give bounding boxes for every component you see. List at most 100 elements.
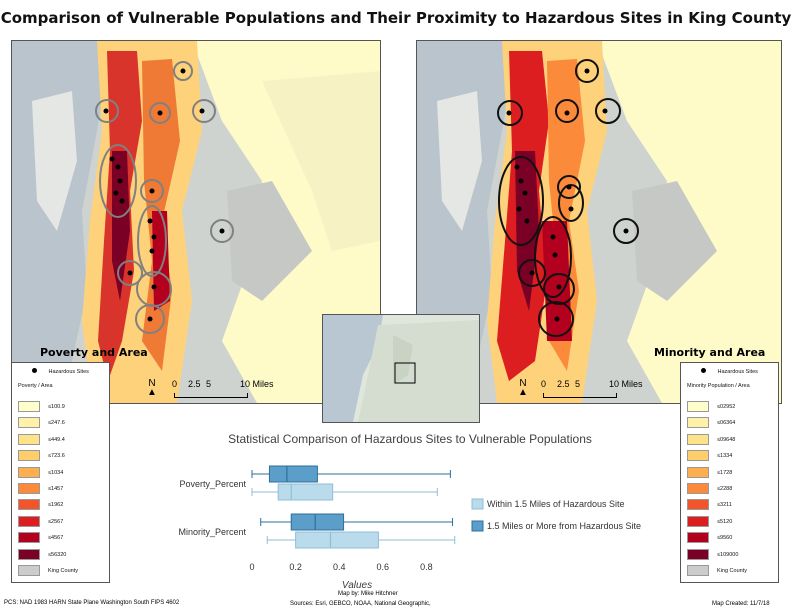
box-iqr <box>268 465 318 483</box>
legend-heading: Poverty / Area <box>18 383 53 389</box>
x-tick-label: 0.2 <box>289 562 302 572</box>
legend-swatch <box>18 515 40 527</box>
scalebar-tick-2: 5 <box>206 379 212 389</box>
legend-class-row: ≤100.9 <box>12 401 109 413</box>
legend-label: 1.5 Miles or More from Hazardous Site <box>487 521 641 531</box>
legend-swatch <box>687 532 709 544</box>
legend-class-row: ≤9560 <box>681 532 778 544</box>
legend-class-label: ≤9560 <box>717 535 733 542</box>
inset-canvas <box>323 315 479 422</box>
legend-swatch <box>18 499 40 511</box>
legend-class-label: ≤1962 <box>48 502 64 509</box>
scalebar-tick-1: 2.5 <box>188 379 201 389</box>
legend-class-label: ≤1034 <box>48 469 64 476</box>
chart-title: Statistical Comparison of Hazardous Site… <box>228 432 592 446</box>
legend-class-label: ≤3211 <box>717 502 732 509</box>
legend-heading: Minority Population / Area <box>687 383 750 389</box>
legend-class-row: ≤5120 <box>681 515 778 528</box>
poverty-legend: Hazardous Sites Poverty / Area ≤100.9 ≤24… <box>11 362 110 583</box>
legend-class-label: ≤100.9 <box>48 404 65 410</box>
legend-hazardous-point: Hazardous Sites <box>701 368 758 375</box>
footer-date: Map Created: 11/7/18 <box>712 601 770 607</box>
x-tick-label: 0.4 <box>333 562 346 572</box>
legend-swatch <box>18 565 40 576</box>
legend-class-label: ≤109000 <box>717 551 739 558</box>
north-letter: N <box>519 378 527 389</box>
poverty-map[interactable]: Poverty and Area N ▲ 0 2.5 5 10 Miles <box>11 40 381 404</box>
north-letter: N <box>148 378 156 389</box>
scalebar-tick-0: 0 <box>541 379 547 389</box>
scalebar-tick-0: 0 <box>172 379 178 389</box>
boxplot-chart: Statistical Comparison of Hazardous Site… <box>178 432 641 591</box>
legend-class-row: ≤02952 <box>681 401 778 413</box>
legend-label: Within 1.5 Miles of Hazardous Site <box>487 499 625 509</box>
legend-swatch <box>18 417 40 429</box>
minority-map-canvas <box>417 41 781 403</box>
hazardous-site-icon <box>701 368 706 373</box>
legend-class-row: ≤449.4 <box>12 433 109 446</box>
legend-swatch <box>18 401 40 412</box>
legend-class-label: ≤02952 <box>717 404 736 410</box>
legend-swatch <box>687 466 709 478</box>
legend-swatch <box>18 450 40 462</box>
poverty-map-label: Poverty and Area <box>40 346 148 359</box>
legend-class-label: ≤723.6 <box>48 453 65 460</box>
category-label: Poverty_Percent <box>179 479 246 489</box>
scalebar-bar <box>174 393 248 398</box>
legend-hazardous-point: Hazardous Sites <box>32 368 89 375</box>
legend-swatch <box>687 515 709 527</box>
scalebar-tick-1: 2.5 <box>557 379 570 389</box>
scalebar-tick-3: 10 Miles <box>240 379 274 389</box>
legend-swatch <box>18 466 40 478</box>
box-iqr <box>277 483 334 501</box>
legend-swatch <box>18 548 40 560</box>
footer-sources: Sources: Esri, GEBCO, NOAA, National Geo… <box>290 601 431 607</box>
locator-inset-map[interactable] <box>322 314 480 423</box>
legend-swatch <box>687 450 709 462</box>
x-axis-label: Values <box>342 580 372 591</box>
legend-class-row: ≤1334 <box>681 450 778 462</box>
legend-class-row: ≤3211 <box>681 499 778 511</box>
category-label: Minority_Percent <box>178 527 246 537</box>
minority-map[interactable]: Minority and Area N ▲ 0 2.5 5 10 Miles <box>416 40 782 404</box>
footer-projection: PCS: NAD 1983 HARN State Plane Washingto… <box>4 600 180 606</box>
legend-class-row: ≤06364 <box>681 417 778 429</box>
x-tick-label: 0.6 <box>377 562 390 572</box>
footer-author: Map by: Mike Hitchner <box>338 591 398 597</box>
scalebar-tick-2: 5 <box>575 379 581 389</box>
legend-class-row: ≤1457 <box>12 483 109 495</box>
poverty-map-canvas <box>12 41 380 403</box>
legend-class-row: ≤1728 <box>681 466 778 479</box>
legend-swatch <box>471 520 484 532</box>
legend-class-row: ≤2567 <box>12 515 109 528</box>
legend-class-label: King County <box>717 568 747 574</box>
x-tick-label: 0.8 <box>420 562 433 572</box>
legend-class-row: King County <box>12 565 109 577</box>
legend-class-label: King County <box>48 568 78 574</box>
box-iqr <box>290 513 345 531</box>
legend-class-row: ≤1962 <box>12 499 109 511</box>
legend-swatch <box>18 532 40 544</box>
legend-class-row: ≤109000 <box>681 548 778 561</box>
legend-class-label: ≤4567 <box>48 535 64 542</box>
legend-class-row: ≤247.6 <box>12 417 109 429</box>
legend-class-label: ≤56320 <box>48 551 67 558</box>
legend-class-label: ≤247.6 <box>48 420 65 427</box>
legend-swatch <box>18 483 40 494</box>
minority-map-label: Minority and Area <box>654 346 766 359</box>
legend-class-label: ≤1334 <box>717 453 733 460</box>
north-arrow-icon: N ▲ <box>147 378 157 398</box>
legend-class-label: ≤5120 <box>717 518 733 525</box>
legend-class-row: King County <box>681 565 778 577</box>
legend-swatch <box>687 565 709 576</box>
minority-legend: Hazardous Sites Minority Population / Ar… <box>680 362 779 583</box>
north-arrow-icon: N ▲ <box>518 378 528 398</box>
legend-swatch <box>687 401 709 412</box>
scalebar: 0 2.5 5 10 Miles <box>533 379 673 401</box>
legend-swatch <box>18 433 40 445</box>
legend-class-row: ≤723.6 <box>12 450 109 462</box>
hazardous-site-icon <box>32 368 37 373</box>
legend-swatch <box>687 433 709 445</box>
legend-class-label: ≤1457 <box>48 486 64 492</box>
legend-swatch <box>471 498 484 510</box>
